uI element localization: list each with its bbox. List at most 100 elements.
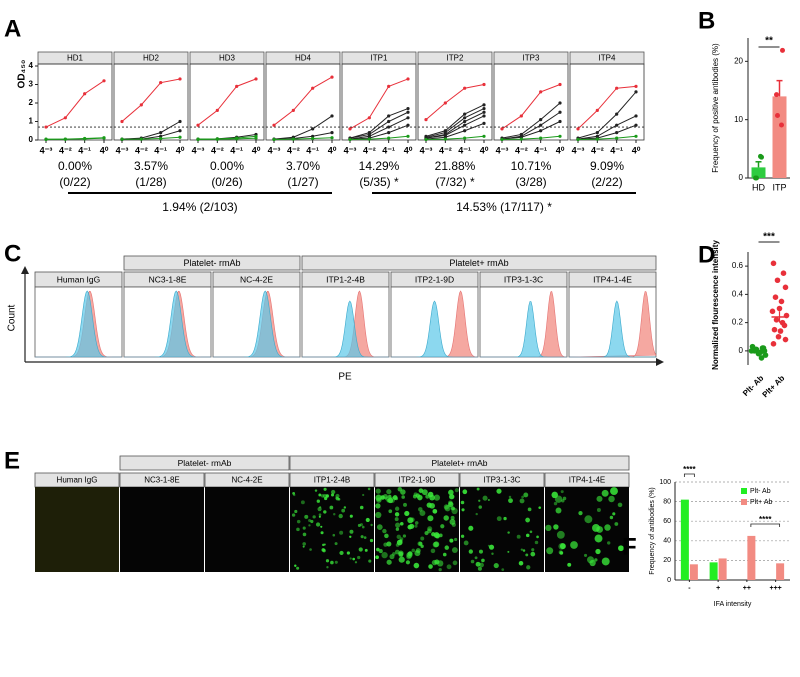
cell [525, 533, 530, 538]
significance-bracket [683, 473, 695, 477]
cell [525, 553, 529, 557]
cell [523, 492, 529, 498]
strip-title: ITP1 [371, 54, 388, 63]
panel-label: D [698, 241, 715, 268]
x-tick-label: ++ [743, 585, 751, 592]
cell [409, 517, 415, 523]
od-line [273, 76, 333, 126]
od-point [272, 137, 276, 142]
cell [594, 534, 603, 543]
cell [601, 489, 609, 497]
od-line [425, 135, 485, 140]
od-point [634, 123, 638, 127]
data-point [770, 341, 777, 347]
od-point [634, 134, 638, 138]
cell [375, 494, 382, 501]
panel-label: A [4, 15, 21, 42]
cell [386, 559, 392, 565]
cell [346, 551, 350, 555]
od-point [482, 134, 486, 138]
cell [364, 548, 368, 552]
od-point [558, 101, 562, 105]
x-tick-label: 4⁻³ [192, 145, 205, 155]
cell [395, 543, 400, 547]
od-line [349, 111, 409, 139]
od-point [406, 116, 410, 120]
cell [491, 552, 494, 555]
significance: ** [765, 36, 773, 47]
od-point [272, 123, 276, 127]
data-point [774, 277, 781, 284]
y-tick-label: 3 [29, 80, 34, 89]
od-point [539, 123, 543, 127]
group-header [123, 255, 301, 271]
cell [475, 512, 478, 516]
x-tick-label: 4⁻³ [40, 145, 53, 155]
cell [294, 509, 298, 514]
cell [567, 562, 572, 567]
od-point [519, 114, 523, 118]
panel-title: ITP3-1-3C [484, 476, 521, 485]
panel-label: E [4, 447, 20, 474]
cell [559, 543, 566, 550]
od-point [500, 127, 504, 131]
cell [530, 551, 536, 557]
x-tick-label: ITP [772, 182, 786, 192]
od-point [291, 137, 295, 141]
positive-count: (0/22) [59, 175, 90, 189]
data-point [777, 328, 784, 334]
cell [431, 532, 436, 537]
od-point [254, 136, 258, 140]
data-point [775, 113, 780, 119]
cell [558, 542, 566, 550]
cell [394, 506, 400, 511]
plot-frame [189, 63, 265, 141]
histogram-blue [124, 290, 211, 358]
cell [316, 499, 320, 503]
cell [349, 557, 352, 560]
cell [478, 549, 483, 554]
data-point [760, 345, 767, 351]
cell [558, 550, 563, 555]
positive-rate: 0.00% [210, 159, 244, 173]
data-point [771, 326, 778, 333]
cell [501, 568, 505, 572]
bar [747, 535, 756, 580]
od-point [254, 77, 258, 81]
od-point [615, 112, 619, 116]
x-tick-label: 4⁻³ [420, 145, 433, 155]
cell [430, 548, 436, 554]
cell [321, 548, 326, 552]
od-point [463, 119, 467, 124]
cell [376, 524, 383, 531]
cell [503, 516, 507, 521]
od-point [443, 137, 447, 141]
significance: *** [763, 232, 775, 243]
x-tick-label: 4⁰ [252, 145, 261, 155]
cell [470, 559, 475, 564]
cell [369, 538, 374, 543]
od-point [482, 103, 486, 107]
cell [507, 550, 510, 553]
cell [604, 524, 611, 531]
cell [413, 562, 420, 569]
cell [296, 527, 300, 532]
y-tick-label: 2 [29, 98, 34, 107]
od-point [595, 137, 599, 141]
cell [451, 522, 456, 527]
cell [335, 497, 340, 501]
data-point [778, 298, 785, 305]
cell [365, 517, 370, 523]
od-point [406, 123, 410, 127]
cell [463, 540, 469, 546]
od-point [330, 136, 334, 140]
cell [452, 560, 458, 566]
cell [508, 495, 512, 499]
group-header [289, 455, 630, 471]
cell [370, 523, 373, 527]
cell [400, 489, 406, 495]
cell [534, 540, 539, 545]
od-point [463, 116, 467, 120]
y-tick-label: 1 [29, 117, 34, 126]
